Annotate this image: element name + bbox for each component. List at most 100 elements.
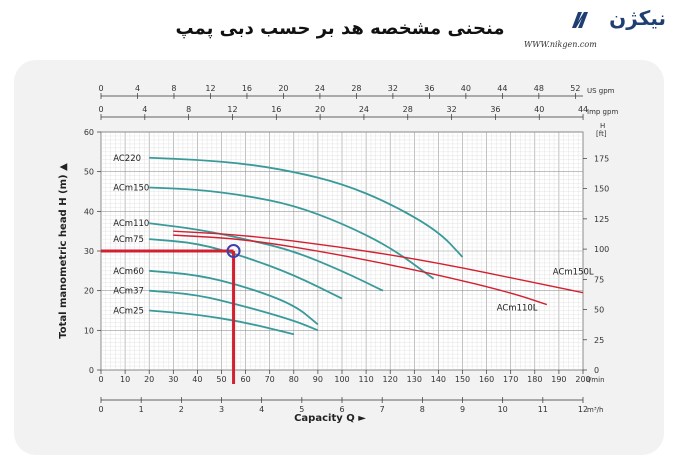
- curve-ac220: [149, 156, 464, 258]
- m3h-tick-label: 6: [339, 405, 344, 414]
- m3h-tick-label: 3: [219, 405, 224, 414]
- top-axis-tick-label: 8: [186, 105, 191, 114]
- x-tick-label: 70: [265, 375, 275, 384]
- y-tick-label: 50: [84, 168, 94, 177]
- curve-acm60: [149, 269, 319, 326]
- x-tick-label: 190: [551, 375, 566, 384]
- x-tick-label: 60: [241, 375, 251, 384]
- y-tick-label: 10: [84, 326, 94, 335]
- m3h-tick-label: 7: [380, 405, 385, 414]
- top-axis-tick-label: 40: [461, 84, 471, 93]
- curve-label-acm110l: ACm110L: [497, 304, 538, 314]
- curve-acm110l: [173, 234, 548, 306]
- ft-tick-label: 75: [594, 275, 604, 284]
- ft-tick-label: 175: [594, 154, 609, 163]
- x-tick-label: 150: [455, 375, 470, 384]
- page-title: منحنی مشخصه هد بر حسب دبی پمپ: [175, 18, 505, 39]
- m3h-tick-label: 1: [139, 405, 144, 414]
- x-tick-label: 130: [407, 375, 422, 384]
- x-tick-label: 180: [527, 375, 542, 384]
- x-tick-label: 200: [575, 375, 590, 384]
- x-tick-label: 110: [358, 375, 373, 384]
- curve-label-ac220: AC220: [113, 154, 141, 164]
- top-axis-unit-label: Imp gpm: [587, 108, 618, 116]
- operating-point-marker: [226, 244, 241, 258]
- top-axis-unit-label: US gpm: [587, 87, 615, 95]
- top-axis-tick-label: 40: [534, 105, 544, 114]
- ft-tick-label: 50: [594, 306, 604, 315]
- top-axis-tick-label: 36: [424, 84, 434, 93]
- x-tick-label: 30: [168, 375, 178, 384]
- m3h-tick-label: 9: [460, 405, 465, 414]
- m3h-tick-label: 11: [538, 405, 548, 414]
- curve-label-acm60: ACm60: [113, 267, 144, 277]
- top-axis-tick-label: 28: [351, 84, 361, 93]
- h-unit-label: H: [600, 122, 605, 130]
- curve-acm150: [149, 186, 435, 280]
- m3h-tick-label: 2: [179, 405, 184, 414]
- curve-acm75: [149, 238, 343, 300]
- x-tick-label: 20: [144, 375, 154, 384]
- x-tick-label: 40: [192, 375, 202, 384]
- x-tick-label: 170: [503, 375, 518, 384]
- ft-unit-label: [ft]: [596, 130, 607, 138]
- top-axis-tick-label: 20: [315, 105, 325, 114]
- x-tick-label: 120: [383, 375, 398, 384]
- top-axis-tick-label: 8: [171, 84, 176, 93]
- curve-label-acm150l: ACm150L: [553, 268, 594, 278]
- x-tick-label: 90: [313, 375, 323, 384]
- curve-acm150l: [173, 230, 584, 294]
- top-axis-tick-label: 28: [403, 105, 413, 114]
- curve-acm37: [149, 289, 319, 332]
- curve-label-acm25: ACm25: [113, 307, 144, 317]
- top-axis-tick-label: 12: [205, 84, 215, 93]
- y-tick-label: 0: [89, 366, 94, 375]
- curve-label-acm110: ACm110: [113, 219, 149, 229]
- top-axis-tick-label: 20: [278, 84, 288, 93]
- ft-tick-label: 25: [594, 336, 604, 345]
- top-axis-tick-label: 48: [534, 84, 544, 93]
- x-axis-title: Capacity Q ►: [294, 413, 366, 424]
- top-axis-tick-label: 52: [570, 84, 580, 93]
- x-tick-label: 160: [479, 375, 494, 384]
- curve-label-acm37: ACm37: [113, 287, 144, 297]
- x-unit-label: l/min: [587, 376, 605, 384]
- m3h-unit-label: m³/h: [587, 406, 603, 414]
- top-axis-tick-label: 16: [242, 84, 252, 93]
- brand-name: نیکژن: [609, 6, 666, 30]
- logo-mark-icon: [572, 12, 588, 28]
- top-axis-tick-label: 32: [446, 105, 456, 114]
- top-axis-tick-label: 0: [98, 105, 103, 114]
- ft-tick-label: 100: [594, 245, 609, 254]
- curve-label-acm75: ACm75: [113, 235, 144, 245]
- top-axis-tick-label: 0: [98, 84, 103, 93]
- x-tick-label: 140: [431, 375, 446, 384]
- top-axis-tick-label: 4: [142, 105, 147, 114]
- top-axis-tick-label: 32: [388, 84, 398, 93]
- website-url[interactable]: WWW.nikgen.com: [524, 40, 597, 49]
- top-axis-tick-label: 36: [490, 105, 500, 114]
- top-axis-tick-label: 24: [359, 105, 369, 114]
- x-tick-label: 80: [289, 375, 299, 384]
- curve-acm25: [149, 309, 295, 336]
- x-tick-label: 10: [120, 375, 130, 384]
- top-axis-tick-label: 12: [227, 105, 237, 114]
- x-tick-label: 50: [216, 375, 226, 384]
- y-tick-label: 20: [84, 287, 94, 296]
- curve-acm110: [149, 222, 384, 292]
- ft-tick-label: 0: [594, 366, 599, 375]
- x-tick-label: 0: [98, 375, 103, 384]
- y-axis-title: Total manometric head H (m) ▲: [58, 163, 69, 339]
- m3h-tick-label: 8: [420, 405, 425, 414]
- m3h-tick-label: 0: [98, 405, 103, 414]
- y-tick-label: 30: [84, 247, 94, 256]
- y-tick-label: 40: [84, 207, 94, 216]
- m3h-tick-label: 4: [259, 405, 264, 414]
- top-axis-tick-label: 4: [135, 84, 140, 93]
- top-axis-tick-label: 16: [271, 105, 281, 114]
- top-axis-tick-label: 44: [497, 84, 507, 93]
- x-tick-label: 100: [334, 375, 349, 384]
- m3h-tick-label: 12: [578, 405, 588, 414]
- brand-logo[interactable]: نیکژن: [572, 4, 672, 40]
